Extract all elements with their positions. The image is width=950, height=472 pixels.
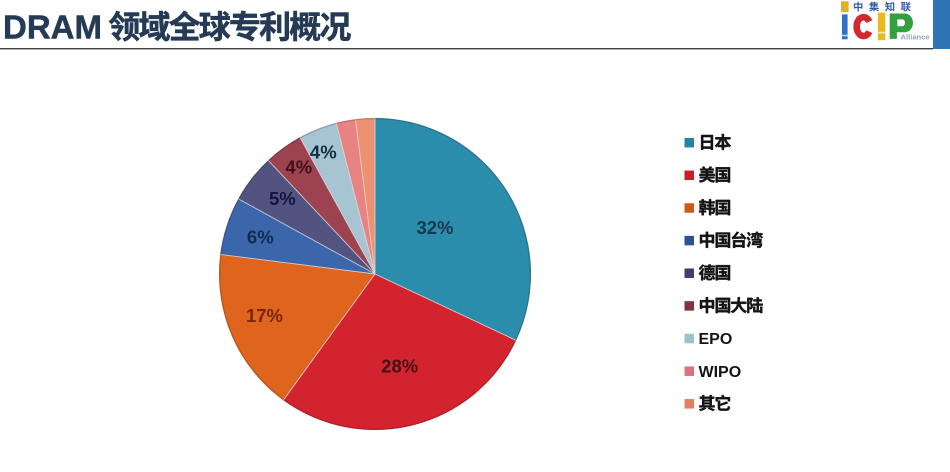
- svg-text:6%: 6%: [247, 227, 274, 248]
- svg-text:Alliance: Alliance: [901, 33, 930, 42]
- svg-text:4%: 4%: [310, 142, 337, 163]
- svg-text:5%: 5%: [269, 188, 296, 209]
- svg-text:DRAM: DRAM: [3, 9, 102, 46]
- svg-text:WIPO: WIPO: [699, 364, 742, 381]
- svg-text:32%: 32%: [416, 217, 453, 238]
- svg-text:28%: 28%: [381, 356, 418, 377]
- svg-text:17%: 17%: [246, 305, 283, 326]
- svg-text:EPO: EPO: [699, 331, 733, 348]
- svg-text:4%: 4%: [285, 157, 312, 178]
